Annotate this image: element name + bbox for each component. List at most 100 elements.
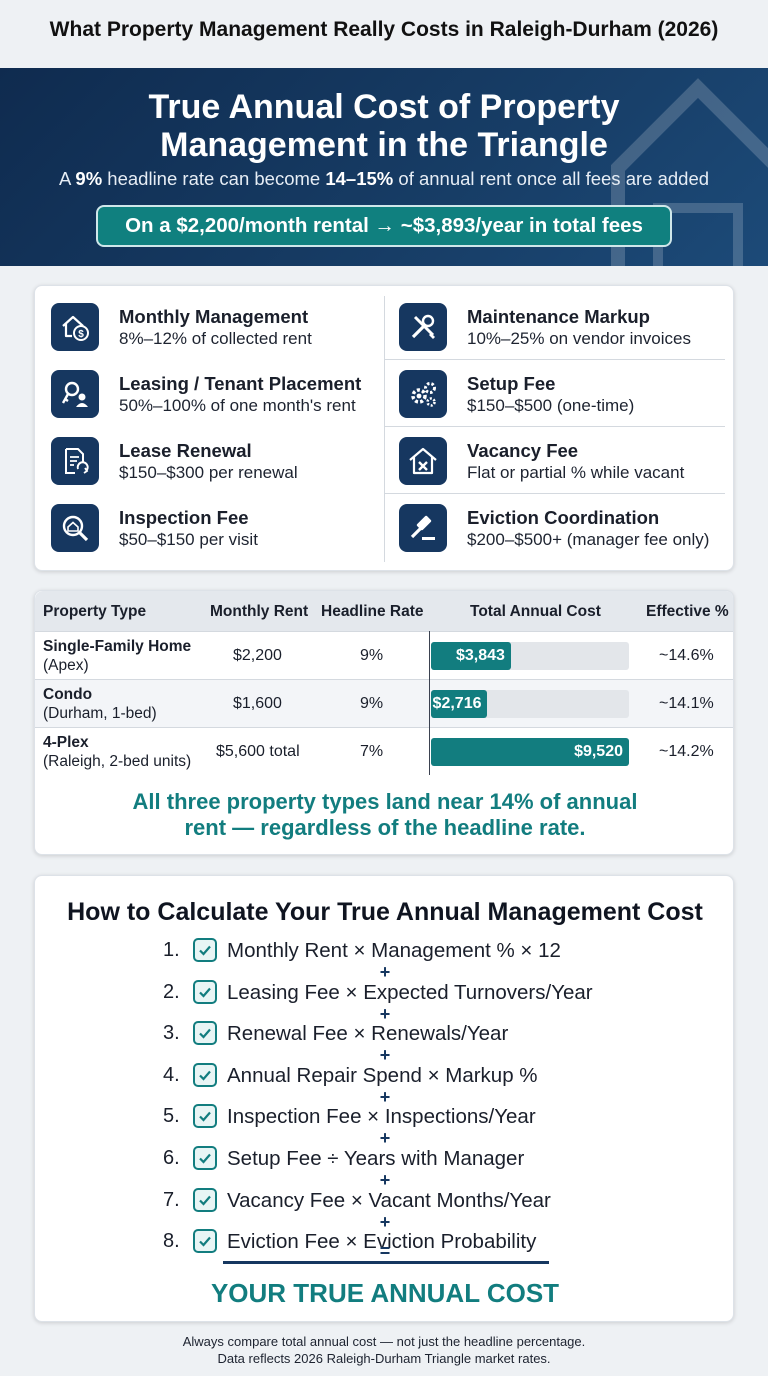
fee-item: $ Monthly Management 8%–12% of collected… xyxy=(35,286,355,352)
cost-bar-label: $2,716 xyxy=(432,695,482,712)
gears-icon xyxy=(399,370,447,418)
effective-percent: ~14.1% xyxy=(659,695,714,712)
fee-name: Lease Renewal xyxy=(119,440,252,461)
steps-title: How to Calculate Your True Annual Manage… xyxy=(67,898,703,926)
step-number: 6. xyxy=(163,1147,180,1169)
key-person-icon xyxy=(51,370,99,418)
fee-name: Vacancy Fee xyxy=(467,440,579,461)
plus-sign: + xyxy=(379,1128,391,1148)
cost-bar-track: $2,716 xyxy=(431,690,629,718)
hero-banner: True Annual Cost of Property Management i… xyxy=(0,68,768,266)
plus-sign: + xyxy=(379,1045,391,1065)
magnifier-house-icon xyxy=(51,504,99,552)
property-location: (Apex) xyxy=(43,657,89,674)
fee-item: Inspection Fee $50–$150 per visit xyxy=(35,487,355,553)
checkbox-icon xyxy=(193,1104,217,1128)
step-number: 8. xyxy=(163,1230,180,1252)
calc-step: 3. Renewal Fee × Renewals/Year xyxy=(35,1020,735,1048)
table-header: Property Type Monthly Rent Headline Rate… xyxy=(35,591,733,631)
house-dollar-icon: $ xyxy=(51,303,99,351)
cost-bar: $3,843 xyxy=(431,642,511,670)
checkbox-icon xyxy=(193,938,217,962)
column-header: Total Annual Cost xyxy=(470,603,601,620)
calc-step: 2. Leasing Fee × Expected Turnovers/Year xyxy=(35,979,735,1007)
cost-bar-label: $3,843 xyxy=(455,647,505,664)
step-text: Inspection Fee × Inspections/Year xyxy=(227,1105,536,1128)
property-type: Condo xyxy=(43,686,93,703)
result-label: YOUR TRUE ANNUAL COST xyxy=(210,1278,560,1308)
fee-types-card: $ Monthly Management 8%–12% of collected… xyxy=(34,285,734,571)
step-text: Leasing Fee × Expected Turnovers/Year xyxy=(227,981,593,1004)
property-location: (Durham, 1-bed) xyxy=(43,705,157,722)
plus-sign: + xyxy=(379,1004,391,1024)
effective-percent: ~14.6% xyxy=(659,647,714,664)
cost-bar-track: $3,843 xyxy=(431,642,629,670)
fee-item: Leasing / Tenant Placement 50%–100% of o… xyxy=(35,353,361,419)
cost-comparison-table: Property Type Monthly Rent Headline Rate… xyxy=(34,590,734,855)
fee-desc: 10%–25% on vendor invoices xyxy=(467,329,691,348)
fee-name: Setup Fee xyxy=(467,373,556,394)
fee-item: Maintenance Markup 10%–25% on vendor inv… xyxy=(383,286,703,352)
footer-line: Data reflects 2026 Raleigh-Durham Triang… xyxy=(217,1351,551,1366)
fee-item: Eviction Coordination $200–$500+ (manage… xyxy=(383,487,709,553)
calc-step: 7. Vacancy Fee × Vacant Months/Year xyxy=(35,1187,735,1215)
column-divider xyxy=(429,631,430,775)
checkbox-icon xyxy=(193,1146,217,1170)
cost-bar-track: $9,520 xyxy=(431,738,629,766)
fee-desc: $50–$150 per visit xyxy=(119,530,258,549)
checkbox-icon xyxy=(193,1063,217,1087)
footer-line: Always compare total annual cost — not j… xyxy=(182,1334,586,1349)
footer-note: Always compare total annual cost — not j… xyxy=(0,1333,768,1367)
calc-step: 6. Setup Fee ÷ Years with Manager xyxy=(35,1145,735,1173)
divider xyxy=(384,296,385,562)
step-number: 1. xyxy=(163,939,180,961)
calc-step: 5. Inspection Fee × Inspections/Year xyxy=(35,1103,735,1131)
checkbox-icon xyxy=(193,1021,217,1045)
divider xyxy=(385,359,725,360)
hero-title: True Annual Cost of Property Management i… xyxy=(148,88,620,164)
fee-name: Leasing / Tenant Placement xyxy=(119,373,362,394)
cost-bar: $2,716 xyxy=(431,690,488,718)
monthly-rent: $2,200 xyxy=(233,647,282,664)
step-text: Renewal Fee × Renewals/Year xyxy=(227,1022,509,1045)
plus-sign: + xyxy=(379,1170,391,1190)
fee-desc: $200–$500+ (manager fee only) xyxy=(467,530,710,549)
column-header: Headline Rate xyxy=(321,603,424,620)
step-number: 7. xyxy=(163,1189,180,1211)
step-text: Annual Repair Spend × Markup % xyxy=(227,1064,538,1087)
gavel-icon xyxy=(399,504,447,552)
fee-name: Monthly Management xyxy=(119,306,309,327)
table-row: Condo (Durham, 1-bed) $1,600 9% $2,716 ~… xyxy=(35,679,733,727)
fee-desc: 50%–100% of one month's rent xyxy=(119,396,356,415)
calc-step: 4. Annual Repair Spend × Markup % xyxy=(35,1062,735,1090)
table-row: Single-Family Home (Apex) $2,200 9% $3,8… xyxy=(35,631,733,679)
step-text: Vacancy Fee × Vacant Months/Year xyxy=(227,1189,551,1212)
fee-item: Setup Fee $150–$500 (one-time) xyxy=(383,353,703,419)
fee-desc: $150–$300 per renewal xyxy=(119,463,298,482)
column-header: Monthly Rent xyxy=(210,603,309,620)
checkbox-icon xyxy=(193,1188,217,1212)
step-number: 4. xyxy=(163,1064,180,1086)
calc-step: 1. Monthly Rent × Management % × 12 xyxy=(35,937,735,965)
fee-item: Lease Renewal $150–$300 per renewal xyxy=(35,420,355,486)
step-number: 2. xyxy=(163,981,180,1003)
step-number: 5. xyxy=(163,1105,180,1127)
headline-rate: 9% xyxy=(360,695,384,712)
table-row: 4-Plex (Raleigh, 2-bed units) $5,600 tot… xyxy=(35,727,733,775)
svg-text:$: $ xyxy=(78,329,84,340)
fee-desc: $150–$500 (one-time) xyxy=(467,396,635,415)
column-header: Property Type xyxy=(43,603,147,620)
step-number: 3. xyxy=(163,1022,180,1044)
checkbox-icon xyxy=(193,980,217,1004)
effective-percent: ~14.2% xyxy=(659,743,714,760)
fee-item: Vacancy Fee Flat or partial % while vaca… xyxy=(383,420,703,486)
calculation-steps-card: How to Calculate Your True Annual Manage… xyxy=(34,875,734,1322)
fee-name: Eviction Coordination xyxy=(467,507,660,528)
hero-decoration xyxy=(611,78,768,266)
divider xyxy=(385,493,725,494)
fee-name: Inspection Fee xyxy=(119,507,249,528)
hero-callout: On a $2,200/month rental → ~$3,893/year … xyxy=(96,205,672,247)
step-text: Monthly Rent × Management % × 12 xyxy=(227,939,561,962)
plus-sign: + xyxy=(379,1212,391,1232)
plus-sign: + xyxy=(379,1087,391,1107)
